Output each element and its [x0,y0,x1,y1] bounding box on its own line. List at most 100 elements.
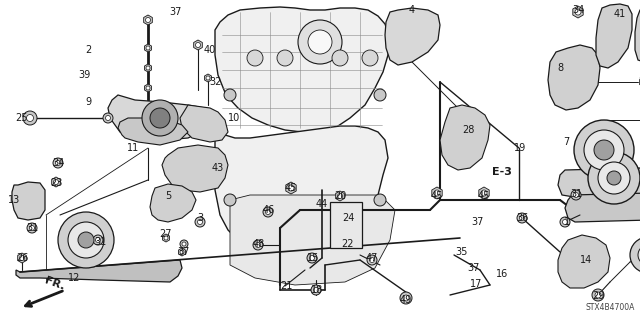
Text: 37: 37 [467,263,479,273]
Circle shape [571,190,581,200]
Text: 7: 7 [563,137,569,147]
Text: 8: 8 [557,63,563,73]
Circle shape [106,115,111,121]
Circle shape [592,289,604,301]
Polygon shape [215,126,388,265]
Polygon shape [558,235,610,288]
Text: 24: 24 [342,213,354,223]
Text: 13: 13 [8,195,20,205]
Circle shape [520,216,525,220]
Circle shape [195,42,200,48]
Polygon shape [385,8,440,65]
Circle shape [311,285,321,295]
Text: 35: 35 [455,247,467,257]
Polygon shape [163,234,170,242]
Text: 32: 32 [209,77,221,87]
Polygon shape [558,168,640,198]
Polygon shape [180,105,228,142]
Circle shape [29,226,35,231]
Circle shape [573,192,579,197]
Polygon shape [52,177,60,187]
Circle shape [563,219,568,225]
Text: 46: 46 [263,205,275,215]
Text: 21: 21 [280,281,292,291]
Text: 43: 43 [212,163,224,173]
Circle shape [56,160,61,166]
Text: 47: 47 [366,253,378,263]
Text: 40: 40 [204,45,216,55]
Text: 23: 23 [50,178,62,188]
Text: 26: 26 [638,77,640,87]
Circle shape [103,113,113,123]
Text: 31: 31 [570,189,582,199]
Polygon shape [286,182,296,194]
Polygon shape [479,187,489,199]
Polygon shape [16,260,182,282]
Text: 9: 9 [85,97,91,107]
Circle shape [314,287,319,293]
Text: 31: 31 [26,223,38,233]
Text: FR.: FR. [44,276,67,292]
Polygon shape [145,64,152,72]
Text: 37: 37 [177,247,189,257]
Polygon shape [108,95,210,140]
Text: 20: 20 [334,191,346,201]
Circle shape [607,171,621,185]
Circle shape [337,194,342,198]
Polygon shape [145,44,152,52]
Polygon shape [18,253,26,263]
Circle shape [588,152,640,204]
Circle shape [93,235,103,245]
Text: 37: 37 [169,7,181,17]
Text: 27: 27 [160,229,172,239]
Text: 19: 19 [514,143,526,153]
Circle shape [310,256,314,261]
Text: 1: 1 [564,217,570,227]
Polygon shape [12,182,45,220]
Circle shape [574,120,634,180]
Circle shape [277,50,293,66]
Polygon shape [205,74,211,82]
Circle shape [594,140,614,160]
Text: 11: 11 [127,143,139,153]
Circle shape [27,223,37,233]
Circle shape [198,219,202,225]
Circle shape [53,158,63,168]
Text: 45: 45 [431,191,443,201]
Circle shape [253,240,263,250]
Polygon shape [565,193,640,222]
Text: 16: 16 [496,269,508,279]
Polygon shape [432,187,442,199]
Circle shape [332,50,348,66]
Circle shape [78,232,94,248]
Text: 44: 44 [316,199,328,209]
Text: 5: 5 [165,191,171,201]
Text: 45: 45 [478,191,490,201]
Circle shape [23,111,37,125]
Text: 3: 3 [197,213,203,223]
Text: 29: 29 [592,291,604,301]
Polygon shape [548,45,600,110]
Text: 22: 22 [340,239,353,249]
Circle shape [374,194,386,206]
Circle shape [206,76,210,80]
Polygon shape [635,6,640,62]
Circle shape [575,9,581,15]
Circle shape [224,194,236,206]
Circle shape [142,100,178,136]
Text: 34: 34 [52,158,64,168]
Circle shape [68,222,104,258]
Circle shape [54,180,58,184]
Text: 4: 4 [409,5,415,15]
Circle shape [266,210,271,214]
Circle shape [584,130,624,170]
Circle shape [19,256,24,261]
Text: 2: 2 [85,45,91,55]
Polygon shape [573,6,583,18]
Circle shape [367,255,377,265]
Circle shape [263,207,273,217]
Polygon shape [230,195,395,285]
Polygon shape [118,118,188,145]
Circle shape [630,237,640,273]
Circle shape [298,20,342,64]
